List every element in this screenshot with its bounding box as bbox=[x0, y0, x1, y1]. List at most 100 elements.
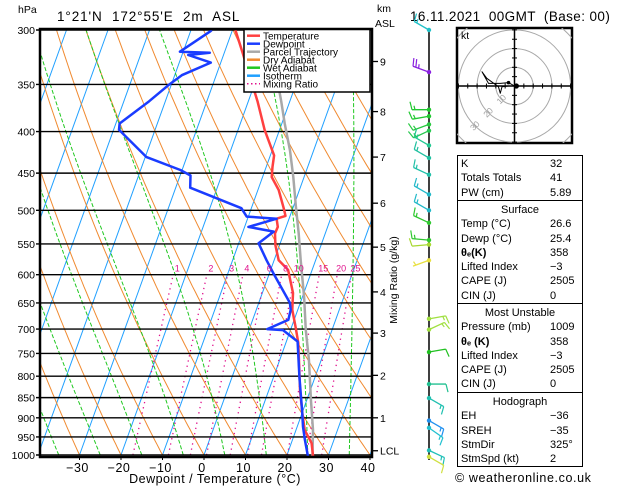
wind-barb-station-dot bbox=[426, 242, 432, 247]
wind-barb bbox=[413, 177, 432, 197]
wind-barb bbox=[426, 348, 450, 357]
wind-barb-station-dot bbox=[426, 220, 432, 226]
pressure-tick-label: 900 bbox=[17, 413, 35, 425]
wind-barb-feather bbox=[445, 348, 450, 357]
wind-barb bbox=[412, 258, 432, 267]
isotherm-line bbox=[203, 29, 358, 456]
wet-adiabat-line bbox=[159, 29, 267, 456]
surface-row-cape: CAPE (J) 2505 bbox=[458, 274, 582, 288]
wind-barb-feather bbox=[445, 315, 450, 324]
pressure-tick-label: 550 bbox=[17, 239, 35, 251]
pressure-tick-label: 1000 bbox=[12, 450, 36, 462]
x-tick-label: 20 bbox=[278, 461, 293, 475]
wind-barb bbox=[426, 395, 445, 415]
wind-barb-feather bbox=[409, 101, 413, 110]
x-tick-label: 40 bbox=[361, 461, 376, 475]
pressure-tick-label: 600 bbox=[17, 270, 35, 282]
legend-label: Wet Adiabat bbox=[263, 63, 317, 74]
wind-barb-station-dot bbox=[426, 107, 432, 112]
pressure-tick-label: 350 bbox=[17, 79, 35, 91]
surface-row-dewp: Dewp (°C) 25.4 bbox=[458, 232, 582, 246]
mu-row-theta-e: θₑ (K) 358 bbox=[458, 335, 582, 349]
wind-barb-feather bbox=[410, 230, 413, 239]
hodograph-unit-label: kt bbox=[461, 30, 469, 42]
wind-barb-half-feather bbox=[413, 125, 417, 130]
km-tick-label: 7 bbox=[380, 152, 386, 164]
wind-barb-station-dot bbox=[426, 349, 432, 355]
wind-barb-station-dot bbox=[426, 448, 432, 453]
isotherm-line bbox=[40, 29, 192, 451]
wind-barb-station-dot bbox=[426, 454, 432, 459]
height-axis-reference: ASL bbox=[375, 18, 395, 30]
wind-barb-feather bbox=[407, 131, 415, 139]
dry-adiabat-line bbox=[114, 29, 329, 456]
hodo-row-sreh: SREH −35 bbox=[458, 424, 582, 438]
wind-barb-feather bbox=[413, 141, 418, 150]
most-unstable-indices-box: Most Unstable Pressure (mb) 1009 θₑ (K) 35… bbox=[457, 303, 583, 393]
wind-barb-feather bbox=[413, 193, 418, 202]
plot-frame bbox=[38, 27, 374, 459]
index-label: EH bbox=[461, 410, 477, 423]
wind-barb-shaft bbox=[428, 348, 446, 353]
pressure-tick-label: 850 bbox=[17, 393, 35, 405]
x-tick-label: 10 bbox=[236, 461, 251, 475]
most-unstable-header: Most Unstable bbox=[484, 307, 556, 319]
hodo-row-stmdir: StmDir 325° bbox=[458, 438, 582, 452]
index-value: 26.6 bbox=[550, 218, 572, 231]
wind-barb-station-dot bbox=[426, 258, 432, 263]
surface-indices-box: Surface Temp (°C) 26.6 Dewp (°C) 25.4 θₑ(K… bbox=[457, 200, 583, 304]
wind-barb-feather bbox=[415, 59, 418, 68]
index-value: 1009 bbox=[550, 321, 575, 334]
index-label: Totals Totals bbox=[461, 172, 522, 185]
mixing-ratio-label: 1 bbox=[175, 264, 180, 274]
km-tick-label: 4 bbox=[380, 287, 386, 299]
wind-barb bbox=[413, 193, 432, 213]
index-label: PW (cm) bbox=[461, 186, 504, 199]
mu-row-cin: CIN (J) 0 bbox=[458, 377, 582, 391]
hodo-row-stmspd: StmSpd (kt) 2 bbox=[458, 452, 582, 466]
wind-barb-half-feather bbox=[442, 316, 446, 321]
wind-barb-station-dot bbox=[426, 327, 432, 332]
wind-barb bbox=[413, 128, 432, 148]
wind-barb-station-dot bbox=[426, 69, 432, 75]
km-tick-label: 1 bbox=[380, 413, 386, 425]
surface-row-cin: CIN (J) 0 bbox=[458, 289, 582, 303]
km-tick-label: 3 bbox=[380, 328, 386, 340]
index-label: StmSpd (kt) bbox=[461, 453, 520, 466]
index-value: −36 bbox=[550, 410, 569, 423]
wind-barb-half-feather bbox=[441, 323, 445, 328]
wind-barb-station-dot bbox=[426, 425, 432, 431]
wind-barb-station-dot bbox=[426, 237, 432, 243]
hodograph-header: Hodograph bbox=[492, 396, 548, 408]
dry-adiabat-line bbox=[291, 29, 372, 175]
index-label: Pressure (mb) bbox=[461, 321, 531, 334]
hodograph-trace bbox=[481, 71, 515, 94]
legend-label: Isotherm bbox=[263, 71, 302, 82]
wet-adiabat-line bbox=[40, 49, 184, 456]
wind-barb-half-feather bbox=[416, 146, 419, 152]
wind-barb-feather bbox=[413, 13, 418, 22]
isotherm-line bbox=[162, 29, 316, 456]
km-tick-label: 8 bbox=[380, 107, 386, 119]
wind-barb bbox=[413, 207, 432, 226]
wind-barb-half-feather bbox=[413, 234, 416, 239]
wind-barb bbox=[409, 101, 432, 112]
wind-barb-station-dot bbox=[426, 395, 432, 401]
index-value: 2505 bbox=[550, 364, 575, 377]
x-axis: −30 −20 −10 0 10 20 30 40 bbox=[66, 457, 375, 475]
wind-barb bbox=[426, 448, 445, 466]
legend-box bbox=[243, 28, 371, 93]
wind-barb-half-feather bbox=[416, 183, 419, 188]
wind-barb-shaft bbox=[412, 243, 430, 247]
index-value: 32 bbox=[550, 158, 563, 170]
wind-barb-station-dot bbox=[426, 172, 432, 177]
wind-barb-feather bbox=[439, 437, 444, 446]
hodograph-marker bbox=[506, 80, 511, 85]
dry-adiabat-line bbox=[40, 361, 80, 456]
surface-row-lifted-index: Lifted Index −3 bbox=[458, 260, 582, 274]
wind-barb-station-dot bbox=[426, 381, 432, 387]
wind-barb-half-feather bbox=[415, 164, 418, 169]
wind-barb bbox=[426, 321, 451, 332]
